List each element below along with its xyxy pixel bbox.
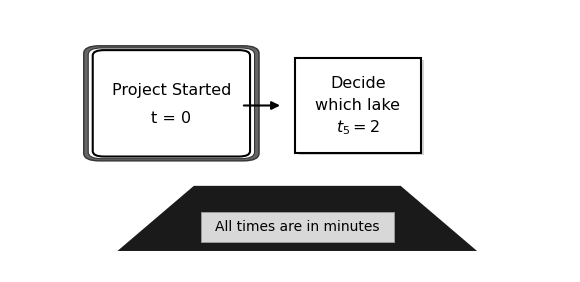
Text: All times are in minutes: All times are in minutes [215, 220, 379, 234]
FancyBboxPatch shape [84, 46, 259, 161]
FancyBboxPatch shape [88, 48, 255, 159]
FancyBboxPatch shape [299, 60, 425, 155]
FancyBboxPatch shape [97, 53, 255, 159]
Text: Project Started: Project Started [112, 83, 231, 98]
FancyBboxPatch shape [93, 50, 250, 157]
Text: t = 0: t = 0 [151, 111, 191, 126]
FancyBboxPatch shape [295, 58, 421, 153]
FancyBboxPatch shape [201, 212, 394, 242]
Text: which lake: which lake [316, 98, 400, 113]
Text: Decide: Decide [330, 76, 386, 91]
Text: $t_5 = 2$: $t_5 = 2$ [336, 118, 380, 136]
Polygon shape [117, 186, 477, 251]
